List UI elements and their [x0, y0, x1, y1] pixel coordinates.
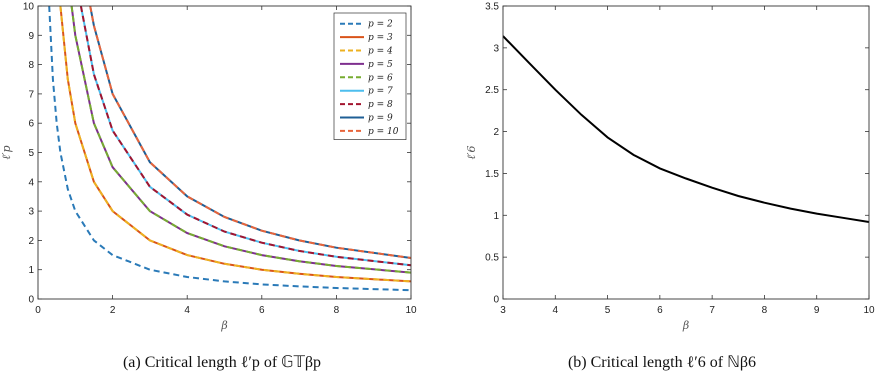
x-axis-label: β: [220, 319, 227, 332]
y-tick-label: 3.5: [485, 2, 499, 13]
y-tick-label: 6: [28, 119, 34, 130]
legend-label: p = 7: [368, 87, 393, 97]
y-tick-label: 0: [493, 295, 499, 306]
y-tick-label: 3: [493, 43, 499, 54]
x-tick-label: 0: [35, 305, 41, 316]
series-line-0: [503, 35, 869, 223]
legend-label: p = 2: [368, 20, 393, 30]
series-line-8: [89, 6, 411, 259]
plot-frame: [502, 5, 870, 300]
y-tick-label: 2: [28, 236, 34, 247]
x-tick-label: 10: [405, 305, 417, 316]
x-tick-label: 8: [762, 305, 768, 316]
x-tick-label: 7: [709, 305, 715, 316]
series-line-3: [70, 6, 411, 274]
x-tick-label: 6: [657, 305, 663, 316]
y-axis-label: ℓ′6: [465, 145, 478, 159]
series-line-0: [48, 6, 411, 292]
legend-label: p = 8: [368, 100, 393, 110]
legend-label: p = 6: [368, 73, 393, 83]
series-line-6: [79, 6, 411, 267]
x-tick-label: 4: [553, 305, 559, 316]
x-tick-label: 3: [500, 305, 506, 316]
legend-label: p = 4: [368, 47, 393, 57]
y-tick-label: 4: [28, 177, 34, 188]
y-axis-label: ℓ′p: [0, 145, 13, 159]
x-axis-label: β: [682, 319, 689, 332]
caption-b: (b) Critical length ℓ′6 of ℕβ6: [568, 354, 756, 371]
legend-label: p = 10: [368, 127, 399, 137]
y-tick-label: 0: [28, 295, 34, 306]
y-tick-label: 1: [28, 265, 34, 276]
y-tick-label: 7: [28, 89, 34, 100]
y-tick-label: 0.5: [485, 253, 499, 264]
series-line-2: [59, 6, 411, 283]
legend-label: p = 5: [368, 60, 393, 70]
y-tick-label: 10: [23, 2, 35, 13]
legend-box: [333, 12, 407, 140]
y-tick-label: 1.5: [485, 169, 499, 180]
x-tick-label: 9: [814, 305, 820, 316]
chart-b: 3 4 5 6 7 8 9 10 0 0.5 1 1.5 2 2.5 3 3.5 β ℓ′6: [465, 2, 875, 333]
y-tick-label: 9: [28, 31, 34, 42]
legend-label: p = 9: [368, 114, 393, 124]
x-tick-label: 10: [863, 305, 875, 316]
y-tick-label: 2.5: [485, 85, 499, 96]
caption-a: (a) Critical length ℓ′p of 𝔾𝕋βp: [123, 354, 321, 371]
x-tick-label: 6: [259, 305, 265, 316]
x-tick-label: 5: [605, 305, 611, 316]
y-tick-label: 2: [493, 127, 499, 138]
x-tick-label: 4: [184, 305, 190, 316]
x-tick-label: 2: [110, 305, 116, 316]
legend-label: p = 3: [368, 33, 393, 43]
y-tick-label: 8: [28, 60, 34, 71]
y-tick-label: 3: [28, 207, 34, 218]
x-tick-label: 8: [334, 305, 340, 316]
legend: p = 2 p = 3 p = 4 p = 5 p = 6 p = 7 p = 8 p = 9…: [333, 12, 407, 140]
plot-frame: [37, 5, 412, 300]
y-tick-label: 1: [493, 211, 499, 222]
y-tick-label: 5: [28, 148, 34, 159]
